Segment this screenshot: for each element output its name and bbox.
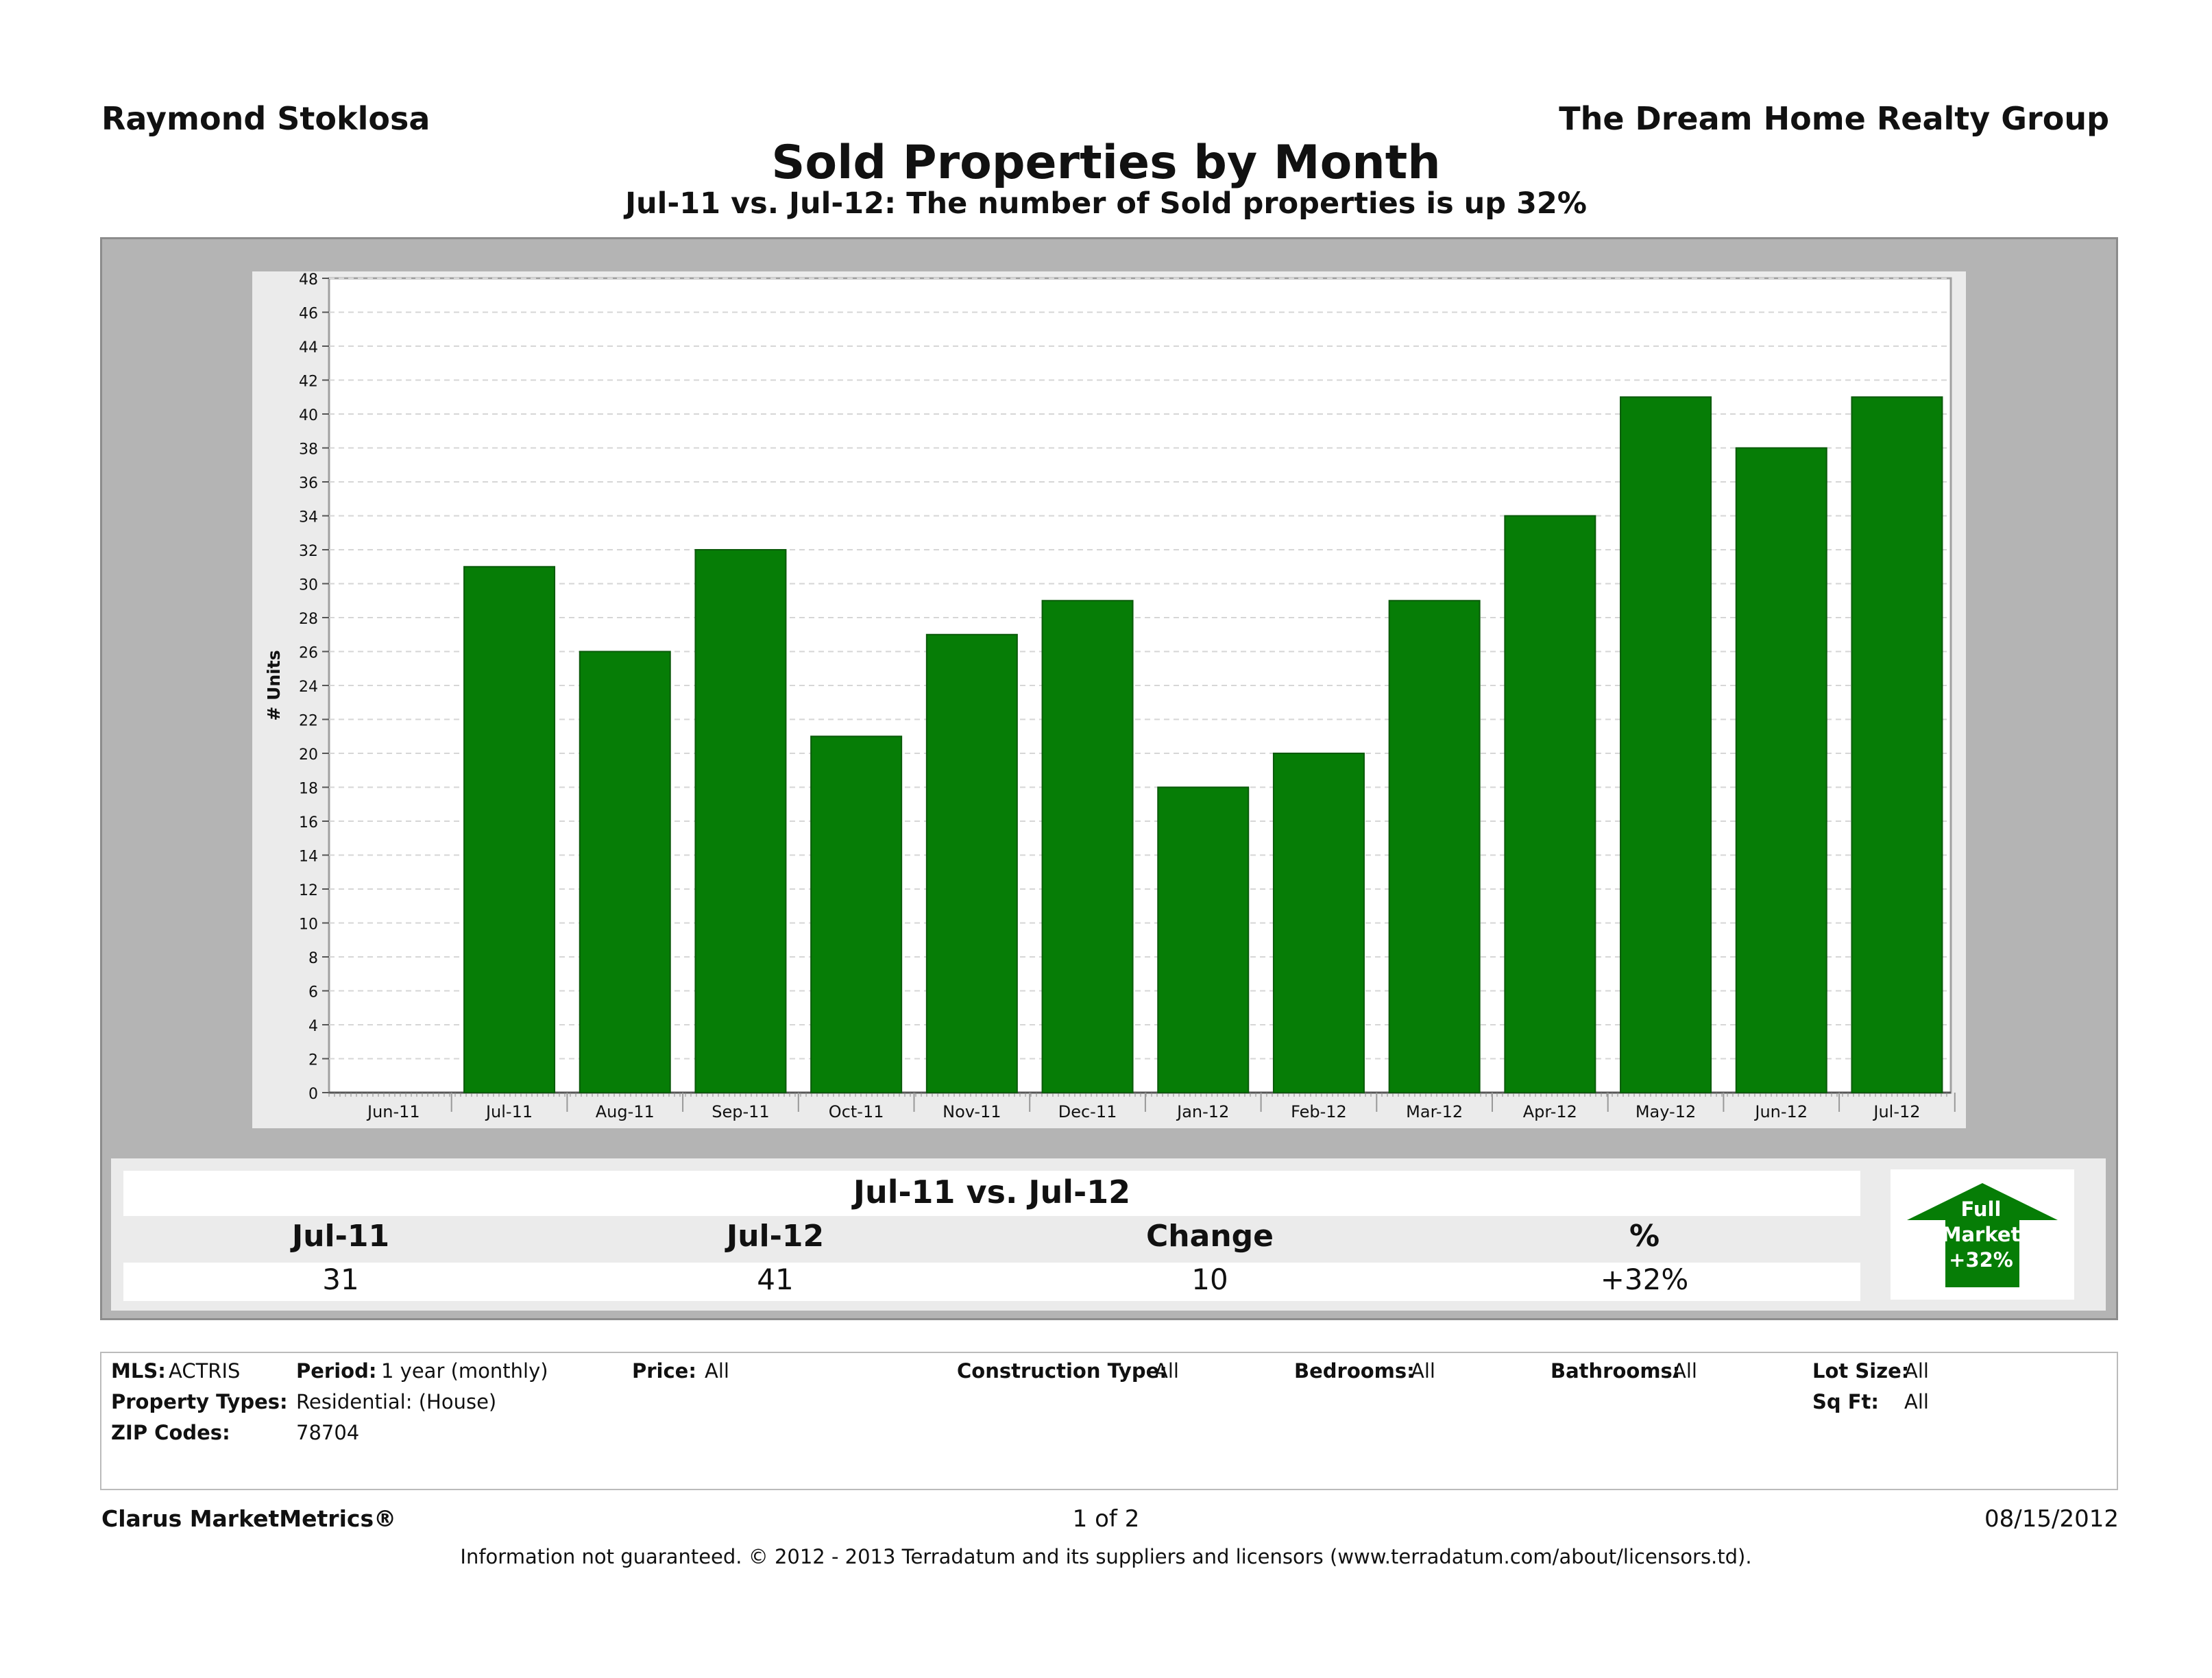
summary-header-change: Change <box>1146 1219 1274 1254</box>
y-tick-label: 26 <box>299 645 318 662</box>
filter-lotsize-value: All <box>1904 1359 1929 1383</box>
page-number: 1 of 2 <box>1072 1505 1140 1533</box>
filter-ptypes-label: Property Types: <box>111 1390 288 1413</box>
y-tick-label: 28 <box>299 611 318 628</box>
filter-construction-label: Construction Type: <box>957 1359 1167 1383</box>
bar-jun-12 <box>1735 447 1827 1093</box>
y-tick-label: 40 <box>299 407 318 424</box>
x-tick-label: Nov-11 <box>943 1102 1001 1121</box>
y-tick-label: 22 <box>299 713 318 730</box>
summary-value-percent: +32% <box>1600 1263 1689 1296</box>
disclaimer: Information not guaranteed. © 2012 - 201… <box>460 1545 1752 1568</box>
bar-aug-11 <box>579 650 671 1093</box>
summary-values-box <box>123 1263 1860 1301</box>
x-tick-label: Apr-12 <box>1523 1102 1577 1121</box>
y-tick-label: 8 <box>308 950 318 967</box>
bar-oct-11 <box>810 735 903 1093</box>
y-tick-label: 44 <box>299 339 318 356</box>
x-tick-label: Aug-11 <box>596 1102 655 1121</box>
x-tick-label: Feb-12 <box>1291 1102 1347 1121</box>
report-subtitle: Jul-11 vs. Jul-12: The number of Sold pr… <box>625 186 1587 221</box>
summary-header-percent: % <box>1629 1219 1660 1254</box>
y-tick-label: 38 <box>299 441 318 459</box>
y-tick-label: 34 <box>299 509 318 526</box>
filter-bathrooms-value: All <box>1673 1359 1697 1383</box>
x-tick-label: Oct-11 <box>829 1102 884 1121</box>
up-arrow-icon <box>1907 1183 2058 1287</box>
bar-jul-11 <box>463 566 556 1093</box>
bar-jul-12 <box>1851 396 1943 1093</box>
y-tick-label: 14 <box>299 849 318 866</box>
agent-name: Raymond Stoklosa <box>101 100 430 137</box>
filter-price-value: All <box>705 1359 729 1383</box>
filter-bathrooms-label: Bathrooms: <box>1551 1359 1681 1383</box>
x-tick-label: Jul-11 <box>485 1102 533 1121</box>
bar-nov-11 <box>925 633 1018 1093</box>
y-tick-label: 12 <box>299 882 318 899</box>
y-tick-label: 36 <box>299 475 318 492</box>
summary-title-box <box>123 1171 1860 1216</box>
summary-title: Jul-11 vs. Jul-12 <box>853 1174 1131 1211</box>
y-tick-label: 42 <box>299 374 318 391</box>
x-tick-label: Jan-12 <box>1176 1102 1229 1121</box>
y-tick-label: 16 <box>299 814 318 831</box>
summary-value-change: 10 <box>1191 1263 1228 1296</box>
bar-feb-12 <box>1272 753 1365 1093</box>
y-tick-label: 10 <box>299 916 318 934</box>
filter-zip-value: 78704 <box>296 1421 360 1444</box>
badge-line-full: Full <box>1960 1197 2002 1221</box>
filter-construction-value: All <box>1154 1359 1179 1383</box>
company-name: The Dream Home Realty Group <box>1559 100 2109 137</box>
summary-header-jul11: Jul-11 <box>291 1219 390 1254</box>
bar-apr-12 <box>1504 515 1596 1093</box>
bar-sep-11 <box>694 549 787 1093</box>
y-tick-label: 32 <box>299 543 318 560</box>
x-tick-label: May-12 <box>1636 1102 1696 1121</box>
filter-price-label: Price: <box>632 1359 696 1383</box>
y-tick-label: 20 <box>299 746 318 764</box>
y-tick-label: 0 <box>308 1086 318 1103</box>
filter-ptypes-value: Residential: (House) <box>296 1390 497 1413</box>
bar-chart: 0246810121416182022242628303234363840424… <box>264 271 1956 1121</box>
y-tick-label: 6 <box>308 984 318 1001</box>
summary-header-jul12: Jul-12 <box>726 1219 825 1254</box>
summary-value-jul12: 41 <box>757 1263 794 1296</box>
y-tick-label: 24 <box>299 679 318 696</box>
filter-bedrooms-value: All <box>1411 1359 1435 1383</box>
x-tick-label: Dec-11 <box>1058 1102 1117 1121</box>
filter-period-label: Period: <box>296 1359 377 1383</box>
report-title: Sold Properties by Month <box>771 136 1441 190</box>
x-tick-label: Sep-11 <box>712 1102 769 1121</box>
bar-jan-12 <box>1157 786 1250 1093</box>
bar-dec-11 <box>1041 600 1134 1093</box>
filter-mls-label: MLS: <box>111 1359 166 1383</box>
x-tick-label: Jun-11 <box>366 1102 420 1121</box>
badge-line-market: Market <box>1941 1223 2021 1246</box>
filter-bedrooms-label: Bedrooms: <box>1294 1359 1415 1383</box>
filter-sqft-label: Sq Ft: <box>1812 1390 1880 1413</box>
brand-name: Clarus MarketMetrics® <box>101 1505 397 1532</box>
report-date: 08/15/2012 <box>1984 1505 2119 1533</box>
summary-value-jul11: 31 <box>322 1263 359 1296</box>
x-tick-label: Mar-12 <box>1406 1102 1463 1121</box>
y-tick-label: 4 <box>308 1018 318 1035</box>
filter-zip-label: ZIP Codes: <box>111 1421 230 1444</box>
y-axis-label: # Units <box>264 650 284 720</box>
filter-period-value: 1 year (monthly) <box>381 1359 548 1383</box>
y-tick-label: 30 <box>299 577 318 594</box>
badge-line-percent: +32% <box>1949 1248 2013 1272</box>
y-tick-label: 2 <box>308 1052 318 1069</box>
filters-box <box>100 1352 2118 1490</box>
y-tick-label: 48 <box>299 271 318 289</box>
filter-sqft-value: All <box>1904 1390 1929 1413</box>
x-tick-label: Jul-12 <box>1872 1102 1920 1121</box>
filter-mls-value: ACTRIS <box>169 1359 241 1383</box>
x-tick-label: Jun-12 <box>1753 1102 1808 1121</box>
y-tick-label: 18 <box>299 781 318 798</box>
filter-lotsize-label: Lot Size: <box>1812 1359 1910 1383</box>
bar-mar-12 <box>1388 600 1481 1093</box>
bar-may-12 <box>1620 396 1712 1093</box>
y-tick-label: 46 <box>299 306 318 323</box>
